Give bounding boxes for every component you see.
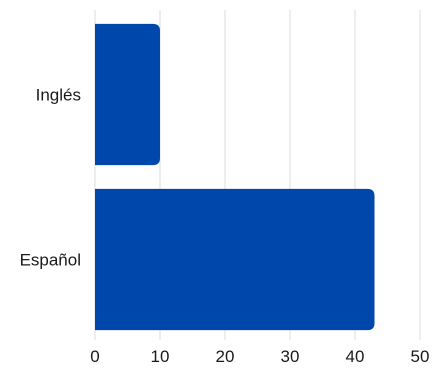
x-tick-label: 40 — [346, 347, 365, 366]
x-tick-label: 10 — [151, 347, 170, 366]
x-axis-tick-labels: 0 10 20 30 40 50 — [90, 347, 429, 366]
bar-0 — [95, 24, 160, 165]
category-label: Español — [20, 251, 81, 270]
category-labels: Inglés Español — [20, 86, 81, 270]
x-tick-label: 0 — [90, 347, 99, 366]
category-label: Inglés — [36, 86, 81, 105]
bars — [95, 24, 375, 330]
x-tick-label: 20 — [216, 347, 235, 366]
x-tick-label: 30 — [281, 347, 300, 366]
bar-1 — [95, 189, 375, 330]
x-tick-label: 50 — [411, 347, 430, 366]
